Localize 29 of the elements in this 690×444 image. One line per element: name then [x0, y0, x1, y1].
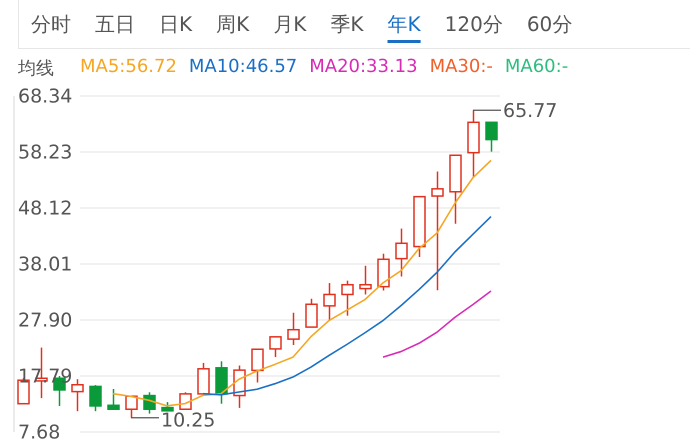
y-tick-label: 48.12 [18, 198, 72, 220]
candlestick [71, 378, 84, 412]
candlestick [395, 228, 408, 278]
text: 年K [388, 12, 421, 36]
text: 60分 [526, 12, 572, 36]
candlestick [323, 282, 336, 322]
y-tick-label: 58.23 [18, 142, 72, 164]
text: 季K [330, 12, 364, 36]
line-series [382, 290, 492, 358]
y-tick-label: 68.34 [18, 86, 72, 108]
text: MA10:46.57 [188, 56, 298, 79]
text: 五日 [95, 12, 135, 36]
candlestick [431, 170, 444, 292]
annotation: 10.25 [161, 409, 216, 432]
text: MA20:33.13 [309, 56, 418, 79]
text: 日K [159, 12, 192, 36]
text: MA5:56.72 [80, 56, 177, 79]
text: 120分 [444, 12, 503, 36]
legend-label: MA30:- [430, 56, 493, 79]
legend-title: 均线 [18, 57, 54, 80]
candlestick [467, 109, 480, 178]
legend-label: MA60:- [504, 56, 568, 79]
text: 月K [273, 12, 306, 36]
text: 65.77 [503, 100, 558, 122]
text: 周K [216, 12, 250, 36]
text: 分时 [31, 12, 71, 36]
y-tick-label: 7.68 [18, 422, 60, 444]
y-tick-label: 38.01 [18, 254, 72, 276]
y-tick-label: 27.90 [18, 310, 72, 332]
